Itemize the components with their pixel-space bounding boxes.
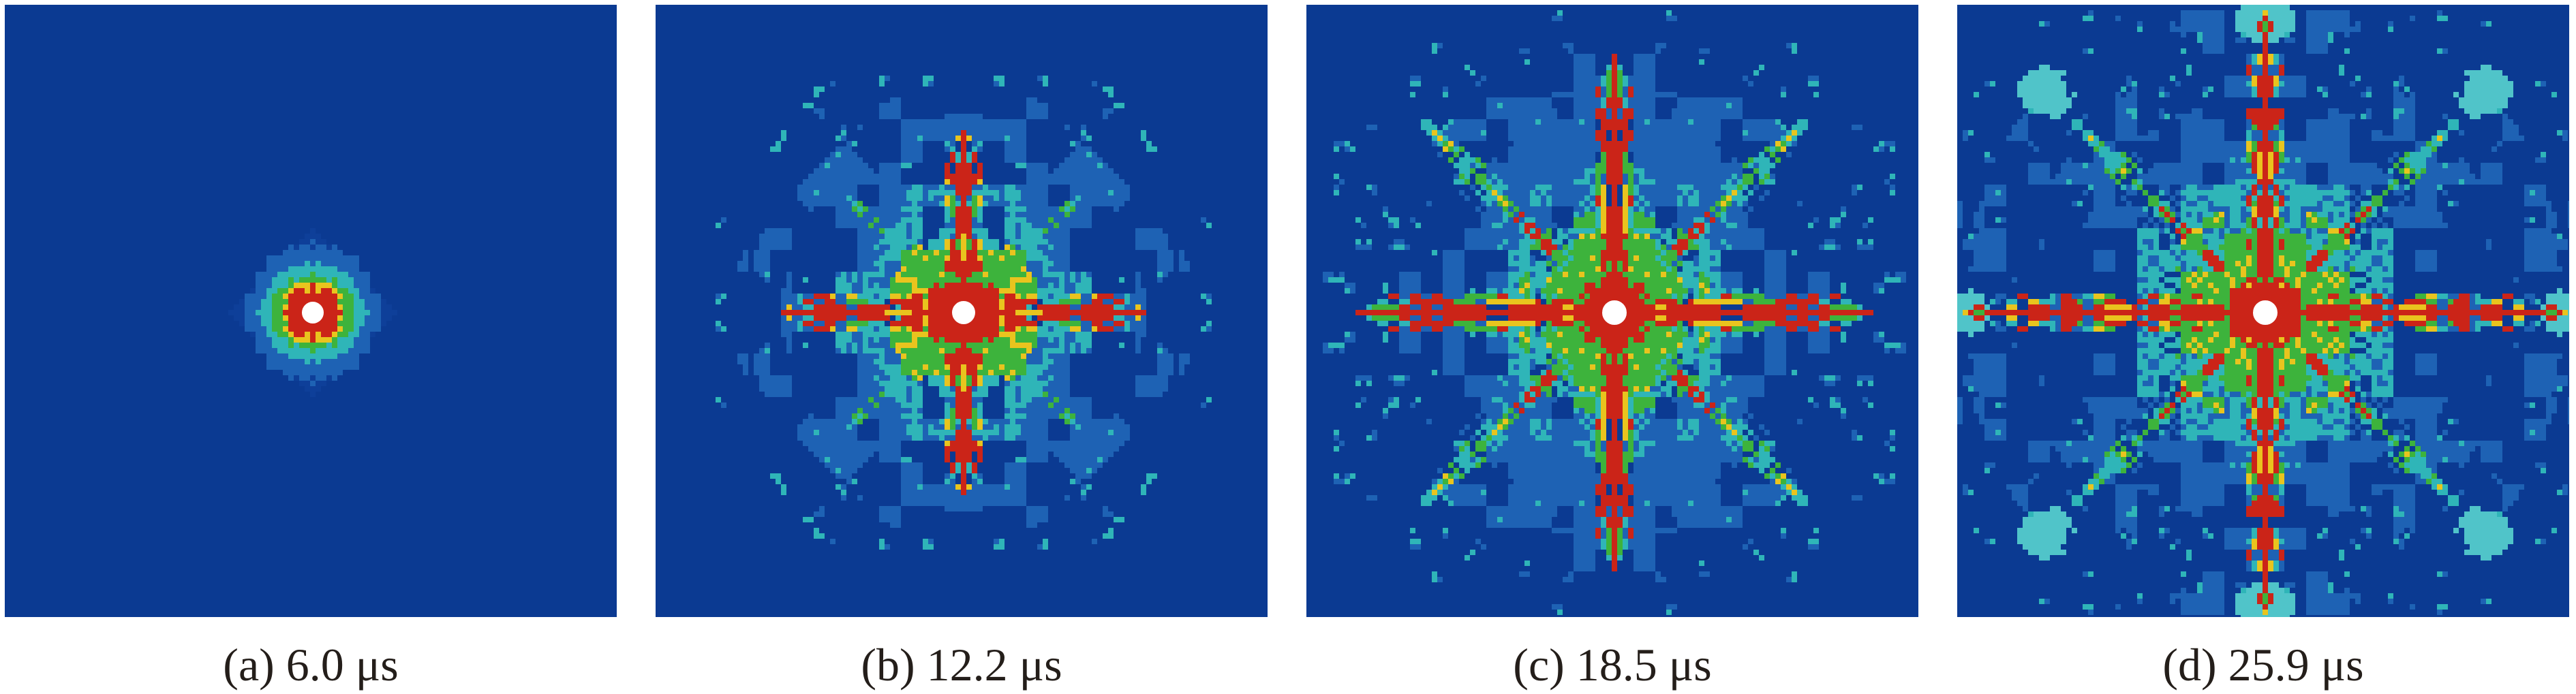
simulation-panel-b: (b) 12.2 μs: [656, 5, 1268, 688]
panel-caption-a: (a) 6.0 μs: [223, 639, 399, 691]
heatmap-canvas-a: [5, 5, 617, 617]
panel-caption-d: (d) 25.9 μs: [2162, 639, 2364, 691]
simulation-panel-d: (d) 25.9 μs: [1957, 5, 2569, 688]
heatmap-canvas-b: [656, 5, 1268, 617]
figure: (a) 6.0 μs (b) 12.2 μs (c) 18.5 μs (d) 2…: [5, 5, 2569, 688]
panel-caption-c: (c) 18.5 μs: [1513, 639, 1712, 691]
panel-caption-b: (b) 12.2 μs: [861, 639, 1062, 691]
heatmap-canvas-d: [1957, 5, 2569, 617]
heatmap-canvas-c: [1306, 5, 1918, 617]
simulation-panel-c: (c) 18.5 μs: [1306, 5, 1918, 688]
simulation-panel-a: (a) 6.0 μs: [5, 5, 617, 688]
